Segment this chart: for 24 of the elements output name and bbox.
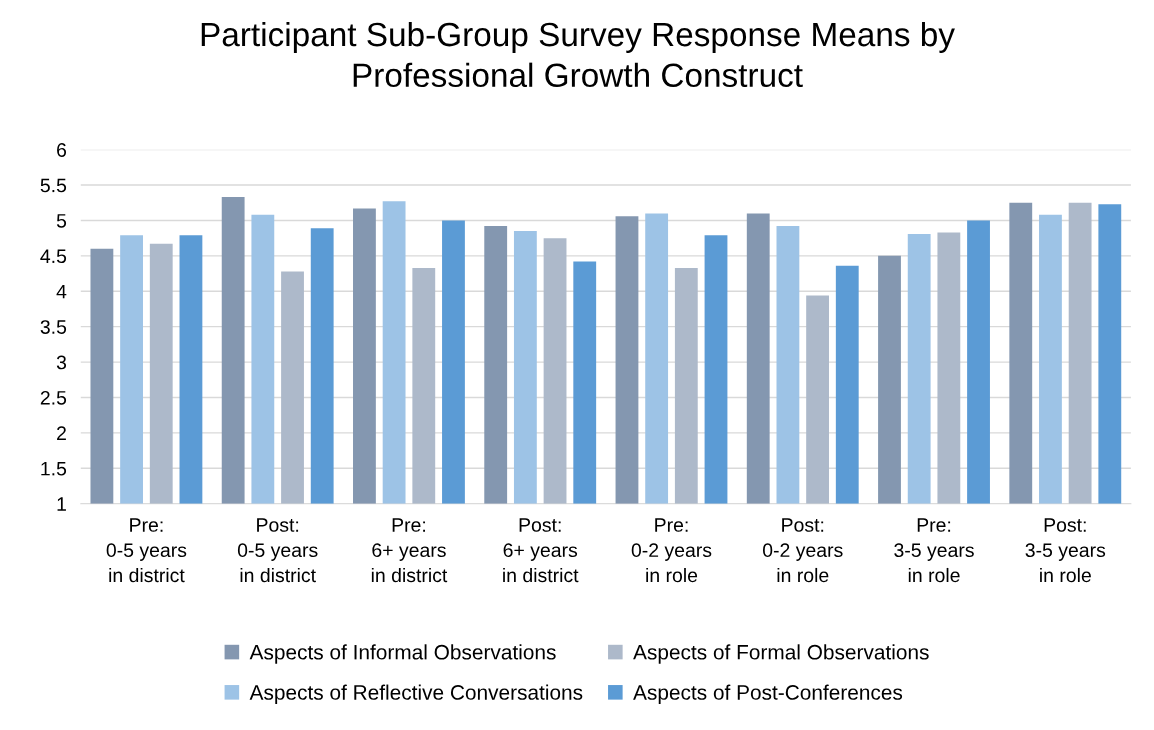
x-tick-label: Pre: 3-5 years in role xyxy=(894,518,974,583)
legend-label: Aspects of Informal Observations xyxy=(249,644,556,664)
y-tick-label: 3 xyxy=(56,355,67,370)
y-tick-label: 5.5 xyxy=(40,178,67,193)
y-tick-label: 1 xyxy=(57,497,66,511)
y-tick-label: 2.5 xyxy=(40,390,67,405)
legend-label: Aspects of Formal Observations xyxy=(633,644,929,664)
x-tick-label: Post: 6+ years in district xyxy=(503,518,579,583)
y-tick-label: 5 xyxy=(56,214,67,228)
x-tick-label: Pre: 6+ years in district xyxy=(371,518,448,583)
x-tick-label: Pre: 0-2 years in role xyxy=(631,518,712,583)
y-tick-label: 1.5 xyxy=(41,461,67,476)
x-tick-label: Post: 0-2 years in role xyxy=(762,518,843,583)
x-tick-label: Post: 0-5 years in district xyxy=(237,518,318,583)
chart-title: Participant Sub-Group Survey Response Means by Professional Growth Construct xyxy=(201,21,955,88)
y-tick-label: 4 xyxy=(56,284,67,299)
y-tick-label: 2 xyxy=(57,426,66,440)
y-tick-label: 3.5 xyxy=(40,320,67,334)
x-tick-label: Pre: 0-5 years in district xyxy=(106,518,187,583)
y-tick-label: 4.5 xyxy=(40,249,67,264)
legend-label: Aspects of Reflective Conversations xyxy=(249,684,583,704)
x-tick-label: Post: 3-5 years in role xyxy=(1025,518,1106,583)
y-tick-label: 6 xyxy=(57,143,67,157)
legend-label: Aspects of Post-Conferences xyxy=(633,684,903,704)
